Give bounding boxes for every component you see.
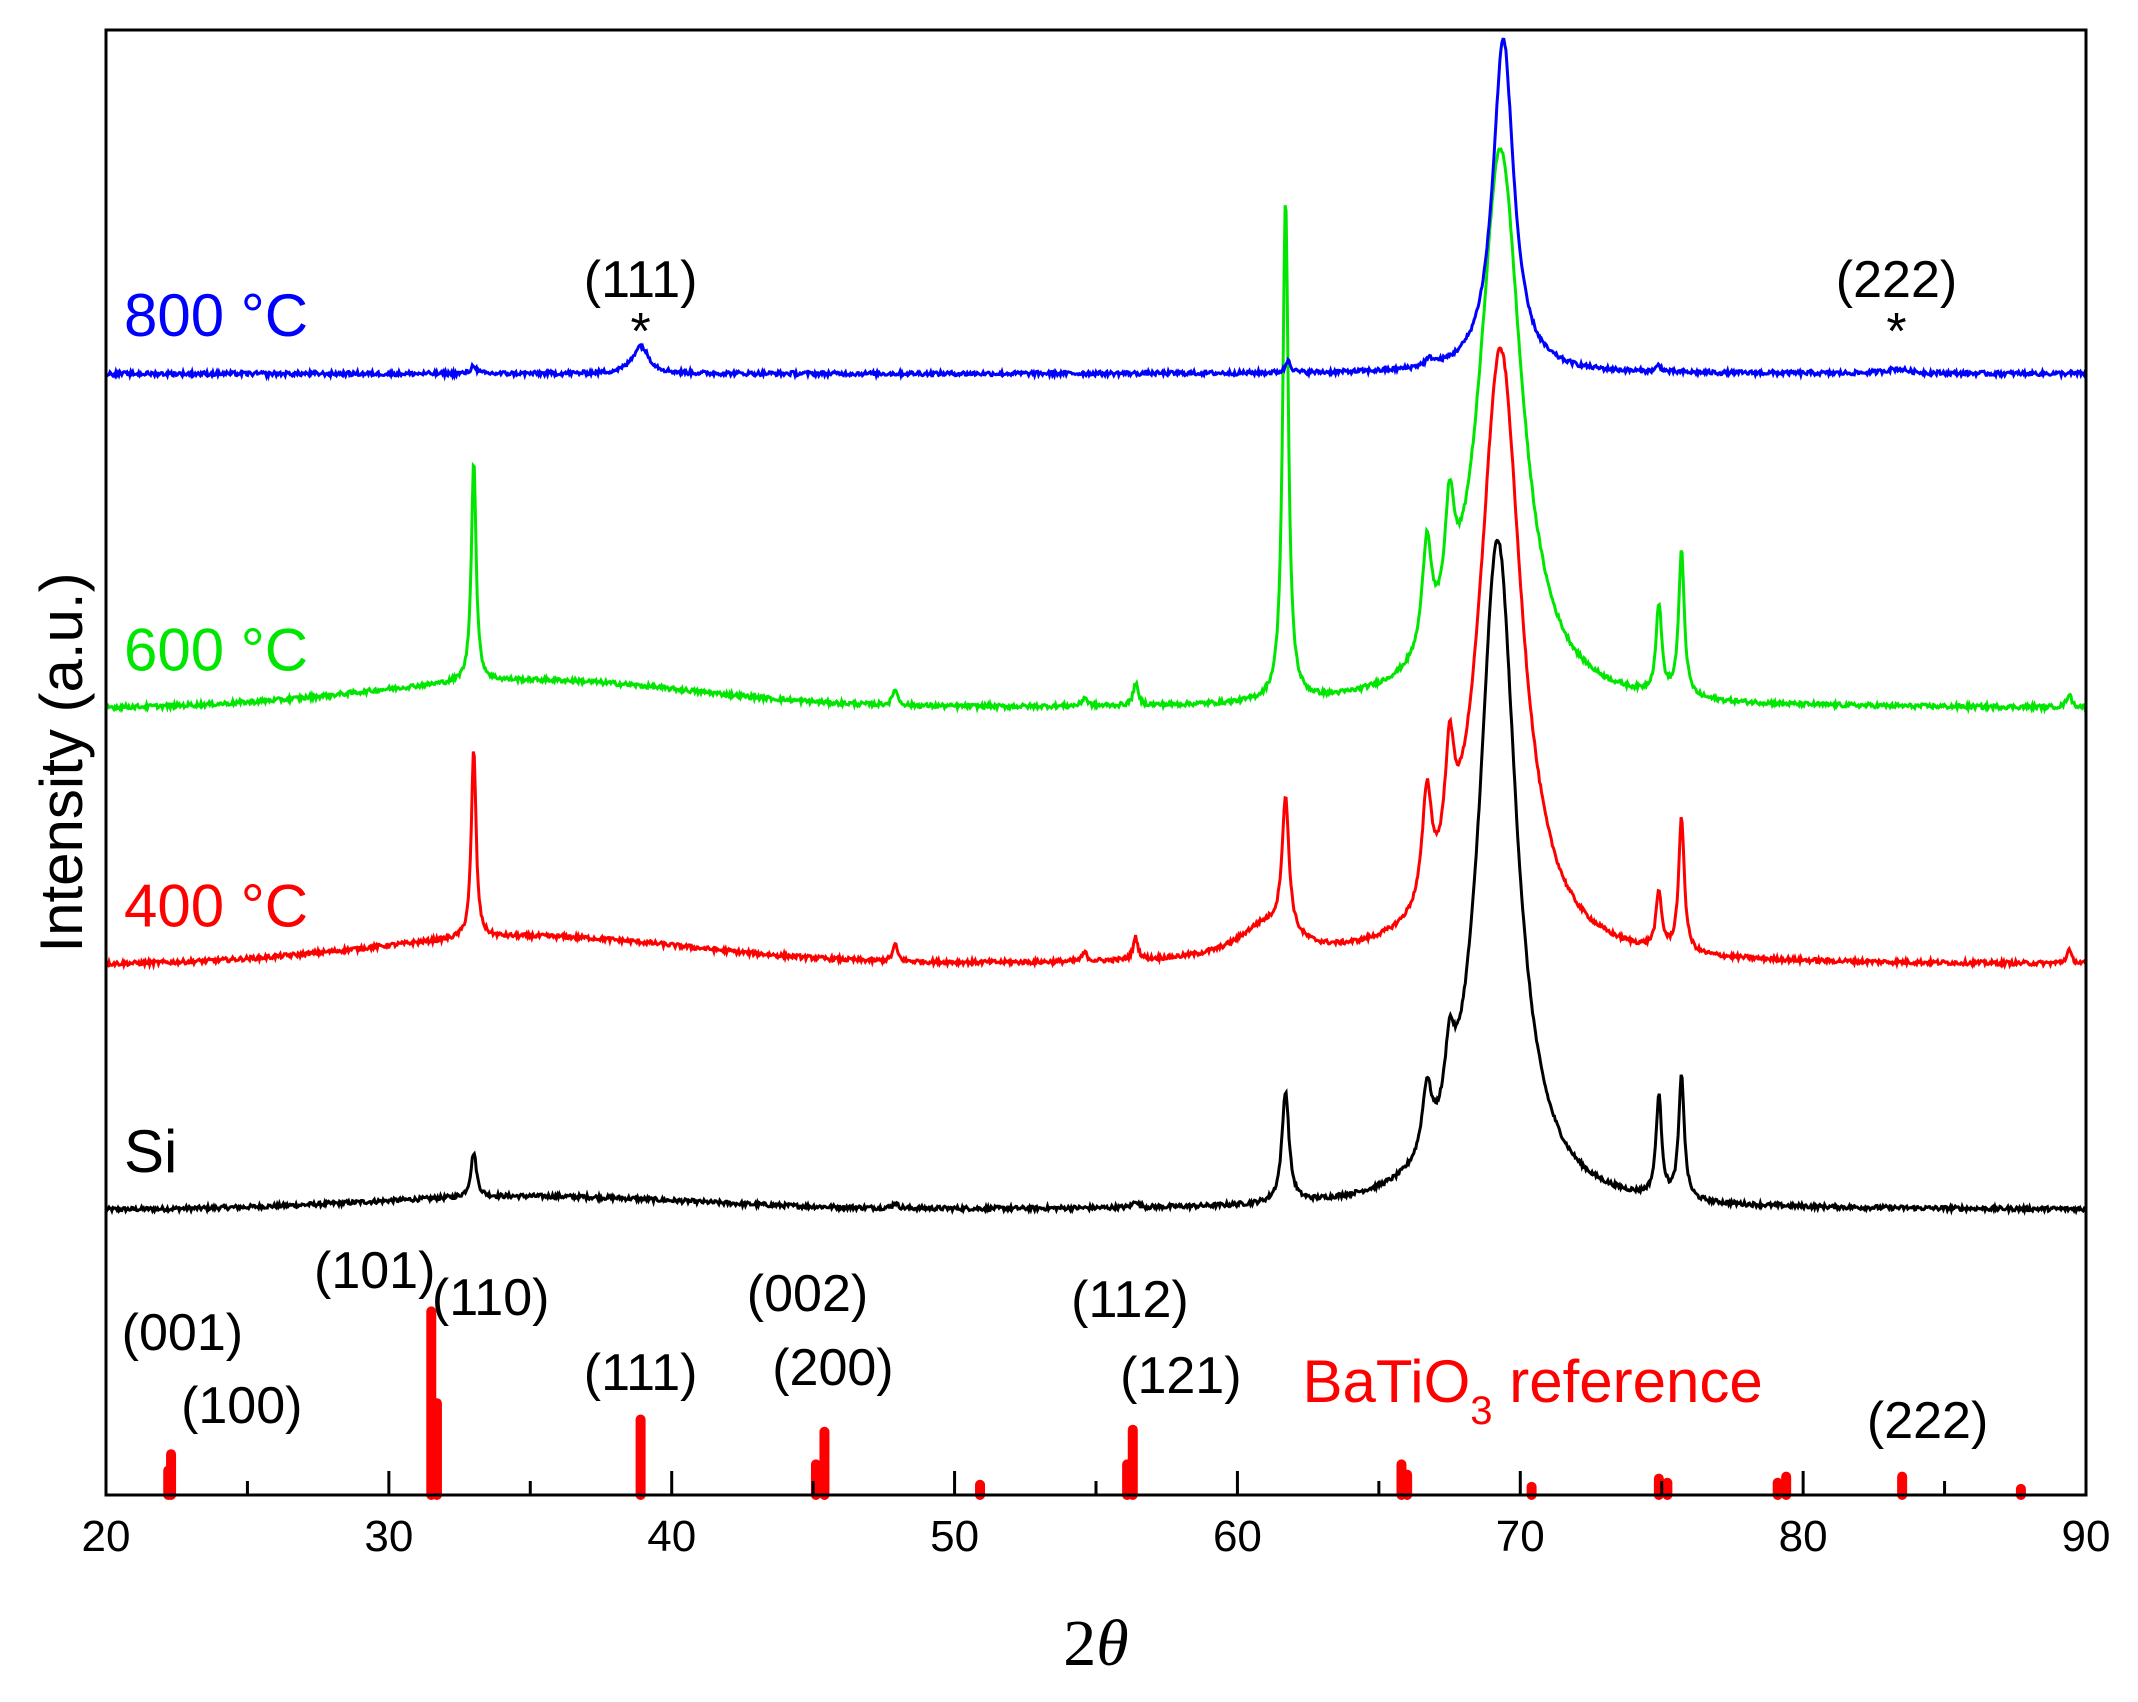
- hkl-label-8: (121): [1120, 1347, 1241, 1405]
- series-layer: [106, 37, 2086, 1217]
- x-tick-label-40: 40: [647, 1512, 696, 1561]
- reference-layer: [163, 1306, 2026, 1500]
- series-label-3: 800 °C: [124, 282, 308, 349]
- x-tick-label-30: 30: [364, 1512, 413, 1561]
- x-tick-label-50: 50: [930, 1512, 979, 1561]
- annotation-marker-1: *: [1886, 303, 1906, 361]
- hkl-label-6: (200): [772, 1339, 893, 1397]
- hkl-label-2: (101): [314, 1242, 435, 1300]
- hkl-label-7: (112): [1071, 1271, 1189, 1329]
- x-tick-label-60: 60: [1213, 1512, 1262, 1561]
- series-label-0: Si: [124, 1118, 177, 1185]
- y-axis-label: Intensity (a.u.): [28, 572, 95, 952]
- x-tick-label-70: 70: [1496, 1512, 1545, 1561]
- hkl-label-5: (002): [747, 1265, 868, 1323]
- reference-title: BaTiO3 reference: [1302, 1348, 1762, 1433]
- hkl-label-3: (110): [432, 1269, 550, 1327]
- hkl-label-0: (001): [122, 1304, 243, 1362]
- series-label-1: 400 °C: [124, 873, 308, 940]
- x-tick-label-20: 20: [82, 1512, 131, 1561]
- hkl-label-4: (111): [584, 1344, 698, 1402]
- reference-title-main: BaTiO: [1302, 1348, 1470, 1415]
- reference-title-sub: 3: [1470, 1389, 1492, 1433]
- series-line-1: [106, 346, 2086, 971]
- x-tick-label-80: 80: [1779, 1512, 1828, 1561]
- x-axis-label: 2θ: [1063, 1607, 1128, 1680]
- series-line-0: [106, 538, 2086, 1217]
- annotation-label-1: (222): [1836, 251, 1957, 309]
- reference-title-tail: reference: [1493, 1348, 1763, 1415]
- series-line-3: [106, 37, 2086, 382]
- annotation-label-0: (111): [584, 251, 698, 309]
- annotation-marker-0: *: [630, 303, 650, 361]
- series-label-2: 600 °C: [124, 616, 308, 683]
- hkl-label-1: (100): [181, 1377, 302, 1435]
- x-axis-label-prefix: 2: [1063, 1607, 1096, 1680]
- x-axis: 20 30 40 50 60 70 80 90: [82, 1471, 2111, 1561]
- x-axis-label-symbol: θ: [1096, 1607, 1128, 1680]
- hkl-label-9: (222): [1867, 1392, 1988, 1450]
- x-tick-label-90: 90: [2062, 1512, 2111, 1561]
- series-line-2: [106, 147, 2086, 715]
